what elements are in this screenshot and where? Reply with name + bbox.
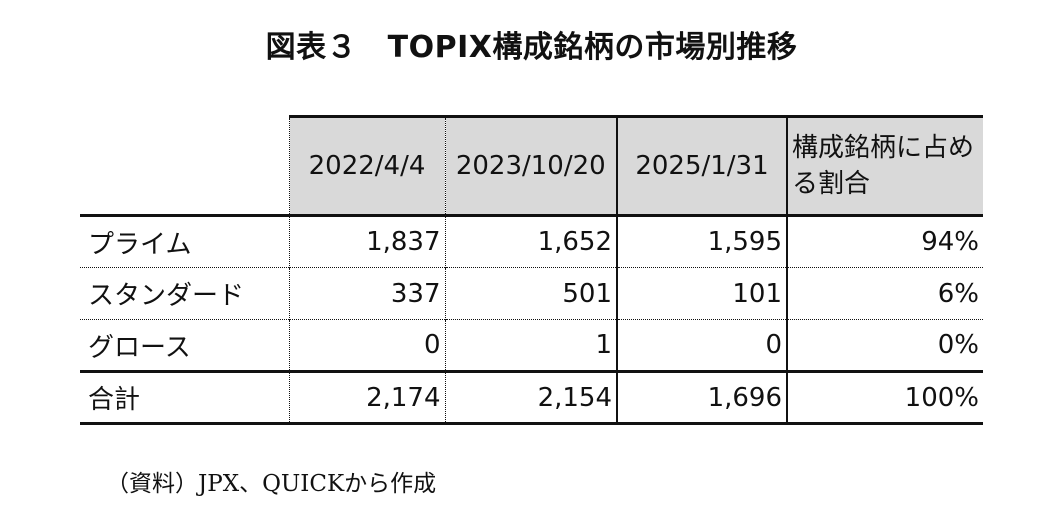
row-label: グロース [80,319,289,372]
header-share: 構成銘柄に占める割合 [786,115,983,217]
table-row-standard: スタンダード 337 501 101 6% [80,267,983,320]
row-label: スタンダード [80,267,289,320]
table-row-total: 合計 2,174 2,154 1,696 100% [80,370,983,425]
cell-value: 501 [444,267,617,320]
cell-share: 6% [786,267,983,320]
cell-value: 101 [616,267,787,320]
row-label: 合計 [80,370,289,425]
row-label: プライム [88,229,192,260]
table-row-growth: グロース 0 1 0 0% [80,319,983,372]
cell-value: 1,652 [444,215,617,268]
cell-share: 0% [786,319,983,372]
page-title: 図表３ TOPIX構成銘柄の市場別推移 [265,30,798,65]
header-date-2025: 2025/1/31 [616,115,787,217]
topix-market-table: 2022/4/4 2023/10/20 2025/1/31 構成銘柄に占める割合… [80,115,983,425]
header-blank-cell [80,116,289,217]
table-row-prime: プライム 1,837 1,652 1,595 94% [80,215,983,268]
header-date-2023: 2023/10/20 [444,115,617,217]
cell-value: 1,696 [616,370,787,425]
cell-share: 94% [786,215,983,268]
header-date-2022: 2022/4/4 [288,115,445,217]
header-row: 2022/4/4 2023/10/20 2025/1/31 構成銘柄に占める割合 [80,115,983,217]
cell-value: 1 [444,319,617,372]
cell-value: 2,154 [444,370,617,425]
cell-share: 100% [786,370,983,425]
cell-value: 337 [288,267,445,320]
cell-value: 0 [616,319,787,372]
cell-value: 2,174 [288,370,445,425]
source-note: （資料）JPX、QUICKから作成 [106,471,437,497]
cell-value: 0 [288,319,445,372]
cell-value: 1,837 [288,215,445,268]
cell-value: 1,595 [616,215,787,268]
